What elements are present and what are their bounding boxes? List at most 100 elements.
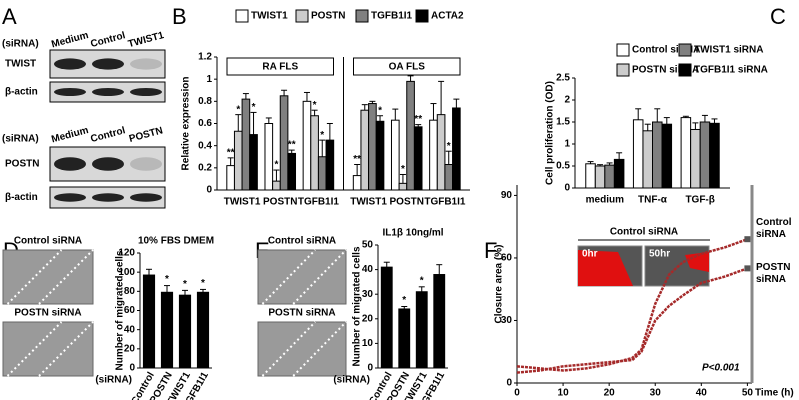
legend-label: POSTN siRNA — [632, 65, 699, 76]
blot-band — [54, 193, 86, 202]
significance: * — [402, 295, 406, 306]
subplot-title: RA FLS — [262, 62, 298, 73]
significance: * — [165, 274, 169, 285]
chart-title: 10% FBS DMEM — [138, 236, 214, 247]
y-tick-label: 1 — [206, 74, 212, 85]
x-tick-label: 50 — [742, 388, 754, 399]
subplot-title-box — [226, 57, 334, 76]
bar — [585, 163, 596, 189]
bar — [302, 100, 312, 191]
y-tick-label: 0 — [506, 378, 512, 389]
bar — [398, 182, 408, 191]
blot-condition: (siRNA) — [2, 39, 39, 50]
legend-swatch — [295, 9, 309, 23]
image-label: Control siRNA — [14, 236, 82, 247]
micrograph — [2, 249, 94, 305]
y-tick-label: 0.4 — [198, 140, 212, 151]
y-tick-label: 0 — [564, 183, 570, 194]
y-tick-label: 0.8 — [198, 96, 212, 107]
y-tick-label: 50 — [362, 240, 374, 251]
image-label: Control siRNA — [268, 236, 336, 247]
micrograph — [2, 321, 94, 377]
subplot-title: OA FLS — [389, 62, 426, 73]
y-tick-label: 90 — [501, 190, 513, 201]
x-tick-label: 40 — [696, 388, 708, 399]
significance: * — [401, 164, 405, 175]
lane-label: Medium — [50, 125, 89, 145]
significance: * — [274, 160, 278, 171]
lane-label: Control — [89, 125, 126, 145]
bar — [415, 291, 428, 369]
inset-frame-label: 50hr — [649, 249, 670, 260]
blot-row-label: TWIST — [5, 59, 36, 70]
bar — [594, 165, 606, 189]
bar — [325, 139, 335, 191]
bar — [690, 128, 701, 189]
x-tick-label: TWIST1 — [224, 197, 261, 208]
y-tick-label: 0.6 — [198, 118, 212, 129]
legend-swatch — [616, 63, 630, 77]
bar — [160, 291, 174, 369]
significance: ** — [414, 114, 422, 125]
micrograph — [257, 321, 347, 377]
y-tick-label: 1.2 — [198, 52, 212, 63]
legend-swatch — [616, 43, 630, 57]
y-axis-label: Number of migrated cells — [115, 250, 126, 370]
lane-label: POSTN — [128, 125, 164, 145]
y-axis-label: Cell proliferation (OD) — [545, 81, 556, 185]
bar — [452, 107, 461, 191]
blot-band — [92, 88, 124, 96]
bar — [279, 95, 289, 191]
bar — [604, 164, 615, 189]
legend-label: TGFB1I1 — [371, 11, 413, 22]
significance: * — [420, 275, 424, 286]
y-tick-label: 40 — [362, 264, 374, 275]
bar — [413, 126, 423, 191]
blot-band — [92, 193, 124, 202]
significance: ** — [227, 147, 235, 158]
inset-frame-label: 0hr — [582, 249, 598, 260]
significance: * — [378, 105, 382, 116]
bar — [196, 291, 210, 369]
panel-label: B — [172, 4, 187, 29]
y-tick-label: 0.5 — [556, 161, 570, 172]
x-tick-label: medium — [586, 195, 624, 206]
image-label: POSTN siRNA — [14, 308, 81, 319]
subplot-title-box — [353, 57, 461, 76]
x-tick-label: TGFB1I1 — [298, 197, 340, 208]
x-tick-label: TGF-β — [685, 195, 714, 206]
y-axis-label: Closure area (%) — [494, 245, 505, 324]
x-tick-label: 20 — [604, 388, 616, 399]
significance: * — [252, 102, 256, 113]
significance: * — [313, 100, 317, 111]
significance: * — [447, 141, 451, 152]
y-tick-label: 0 — [206, 185, 212, 196]
x-tick-label: 0 — [514, 388, 520, 399]
chart-title: IL1β 10ng/ml — [382, 228, 443, 239]
y-tick-label: 2.5 — [556, 73, 570, 84]
legend-swatch — [678, 63, 692, 77]
y-tick-label: 30 — [501, 315, 513, 326]
significance: * — [320, 130, 324, 141]
bar — [272, 180, 281, 191]
y-tick-label: 30 — [362, 289, 374, 300]
bar — [398, 308, 411, 369]
bar — [429, 119, 438, 191]
bar — [642, 130, 654, 189]
legend-swatch — [355, 9, 369, 23]
series-line — [516, 267, 748, 374]
bar — [709, 122, 720, 189]
bar — [178, 294, 192, 369]
y-axis-label: Number of migrated cells — [352, 246, 363, 366]
bar — [652, 121, 663, 189]
blot-row-label: POSTN — [5, 159, 39, 170]
lane-label: TWIST1 — [127, 30, 166, 50]
bar — [317, 156, 327, 191]
blot-band — [130, 88, 162, 96]
x-tick-label: 30 — [650, 388, 662, 399]
x-tick-label: TWIST1 — [350, 197, 387, 208]
blot-condition: (siRNA) — [2, 134, 39, 145]
x-axis-label: Time (h) — [755, 388, 794, 399]
